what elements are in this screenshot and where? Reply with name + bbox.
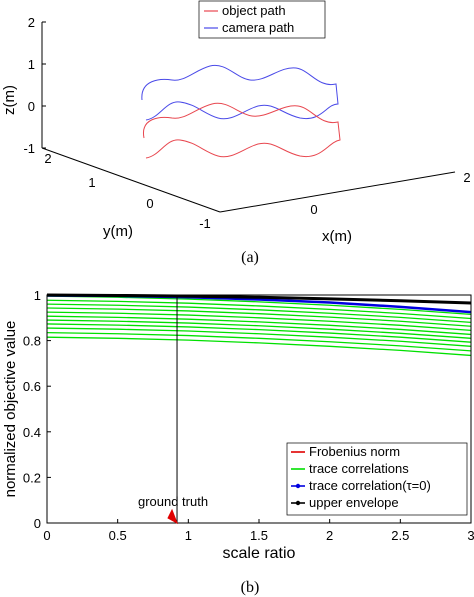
trace-correlations-line (46, 336, 472, 357)
y-tick-label: 2 (44, 151, 51, 166)
y-tick-label: 0 (146, 196, 153, 211)
trace-correlations-line (46, 331, 472, 352)
y-axis-label-b: normalized objective value (2, 321, 19, 498)
trace-correlations-line (46, 327, 472, 347)
object-path-curve (143, 102, 341, 159)
y-tick-label-b: 0.4 (23, 425, 41, 440)
z-axis-label: z(m) (1, 85, 18, 115)
caption-b: (b) (241, 579, 260, 596)
floor-left-edge (41, 147, 221, 213)
trace-correlations-line (46, 303, 472, 324)
y-tick-label-b: 0 (34, 516, 41, 531)
x-tick-label: 0 (310, 202, 317, 217)
caption-a: (a) (241, 249, 259, 266)
trace-correlations-line (46, 319, 472, 339)
y-tick-label-b: 0.6 (23, 379, 41, 394)
y-tick-label: 1 (88, 175, 95, 190)
x-tick-label-b: 2.5 (391, 528, 409, 543)
trace-correlations-line (46, 295, 472, 316)
y-tick-label: -1 (199, 216, 211, 231)
y-tick-label-b: 0.8 (23, 334, 41, 349)
x-axis-label: x(m) (322, 228, 352, 245)
camera-path-curve (141, 64, 339, 121)
x-tick-label-b: 1 (185, 528, 192, 543)
panel-a: 2 1 0 -1 z(m) 2 1 0 -1 y(m) 0 2 x(m) object pat… (1, 0, 471, 266)
trace-correlations-line (46, 307, 472, 327)
x-tick-label-b: 3 (467, 528, 474, 543)
x-tick-label: 2 (463, 170, 470, 185)
y-tick-label-b: 1 (34, 288, 41, 303)
legend-a-label-0: object path (222, 3, 286, 18)
legend-b-label: trace correlations (309, 461, 409, 476)
x-tick-label-b: 2 (326, 528, 333, 543)
panel-b: 0 0.5 1 1.5 2 2.5 3 0 0.2 0.4 0.6 0.8 1 scale ratio… (2, 288, 474, 596)
legend-b-marker (295, 500, 301, 506)
trace-correlations-line (46, 323, 472, 343)
ground-truth-label: ground truth (138, 494, 208, 509)
ground-truth-arrow (167, 508, 178, 525)
y-tick-label-b: 0.2 (23, 470, 41, 485)
z-tick-label: 1 (28, 57, 35, 72)
trace-correlations-line (46, 315, 472, 336)
legend-b-box (286, 442, 468, 516)
legend-a-box (198, 0, 326, 39)
legend-b-label: Frobenius norm (309, 444, 400, 459)
y-axis-label: y(m) (103, 223, 133, 240)
z-tick-label: 2 (28, 15, 35, 30)
legend-b-label: trace correlation(τ=0) (309, 478, 431, 493)
trace-correlations-line (46, 311, 472, 331)
legend-b-marker (295, 483, 301, 489)
z-tick-label: 0 (28, 99, 35, 114)
floor-right-edge (219, 171, 456, 213)
x-axis-label-b: scale ratio (223, 545, 296, 562)
x-tick-label-b: 0 (43, 528, 50, 543)
z-tick-label: -1 (23, 141, 35, 156)
x-tick-label-b: 0.5 (109, 528, 127, 543)
trace-correlations-line (46, 299, 472, 320)
x-tick-label-b: 1.5 (250, 528, 268, 543)
legend-b-label: upper envelope (309, 495, 399, 510)
legend-a-label-1: camera path (222, 20, 294, 35)
